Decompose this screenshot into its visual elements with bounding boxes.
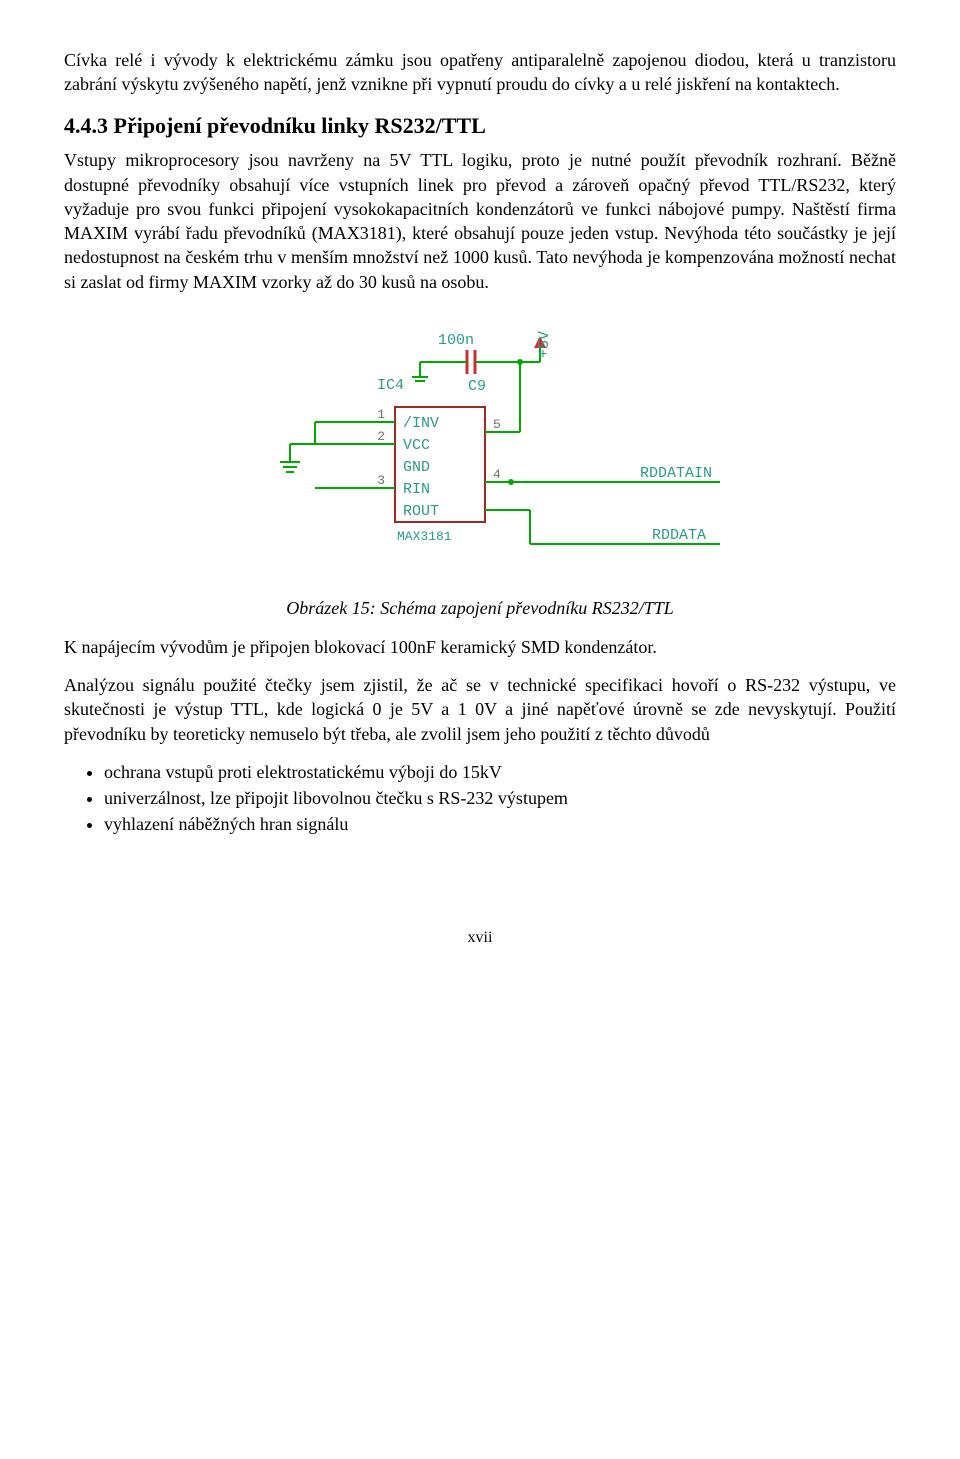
svg-text:1: 1: [377, 407, 385, 422]
svg-text:RIN: RIN: [403, 481, 430, 498]
list-item: univerzálnost, lze připojit libovolnou č…: [104, 786, 896, 810]
svg-text:2: 2: [377, 429, 385, 444]
svg-text:GND: GND: [403, 459, 430, 476]
svg-text:5: 5: [493, 417, 501, 432]
schematic-figure: /INV VCC GND RIN ROUT MAX3181 IC4 1 2 3 5 4 100n C9 +5…: [64, 322, 896, 588]
svg-text:MAX3181: MAX3181: [397, 529, 452, 544]
intro-paragraph: Cívka relé i vývody k elektrickému zámku…: [64, 48, 896, 97]
reasons-list: ochrana vstupů proti elektrostatickému v…: [104, 760, 896, 837]
figure-caption: Obrázek 15: Schéma zapojení převodníku R…: [64, 596, 896, 620]
svg-text:3: 3: [377, 473, 385, 488]
body-paragraph-3: Analýzou signálu použité čtečky jsem zji…: [64, 673, 896, 746]
section-heading: 4.4.3 Připojení převodníku linky RS232/T…: [64, 111, 896, 141]
list-item: vyhlazení náběžných hran signálu: [104, 812, 896, 836]
svg-text:RDDATA: RDDATA: [652, 527, 706, 544]
svg-text:4: 4: [493, 467, 501, 482]
svg-text:/INV: /INV: [403, 415, 439, 432]
body-paragraph-2: K napájecím vývodům je připojen blokovac…: [64, 635, 896, 659]
svg-text:C9: C9: [468, 378, 486, 395]
svg-text:RDDATAIN: RDDATAIN: [640, 465, 712, 482]
body-paragraph-1: Vstupy mikroprocesory jsou navrženy na 5…: [64, 148, 896, 294]
svg-text:+5V: +5V: [536, 331, 553, 358]
svg-text:IC4: IC4: [377, 377, 404, 394]
svg-text:ROUT: ROUT: [403, 503, 439, 520]
schematic-svg: /INV VCC GND RIN ROUT MAX3181 IC4 1 2 3 5 4 100n C9 +5…: [220, 322, 740, 582]
list-item: ochrana vstupů proti elektrostatickému v…: [104, 760, 896, 784]
page-number: xvii: [64, 927, 896, 949]
svg-text:VCC: VCC: [403, 437, 430, 454]
svg-text:100n: 100n: [438, 332, 474, 349]
